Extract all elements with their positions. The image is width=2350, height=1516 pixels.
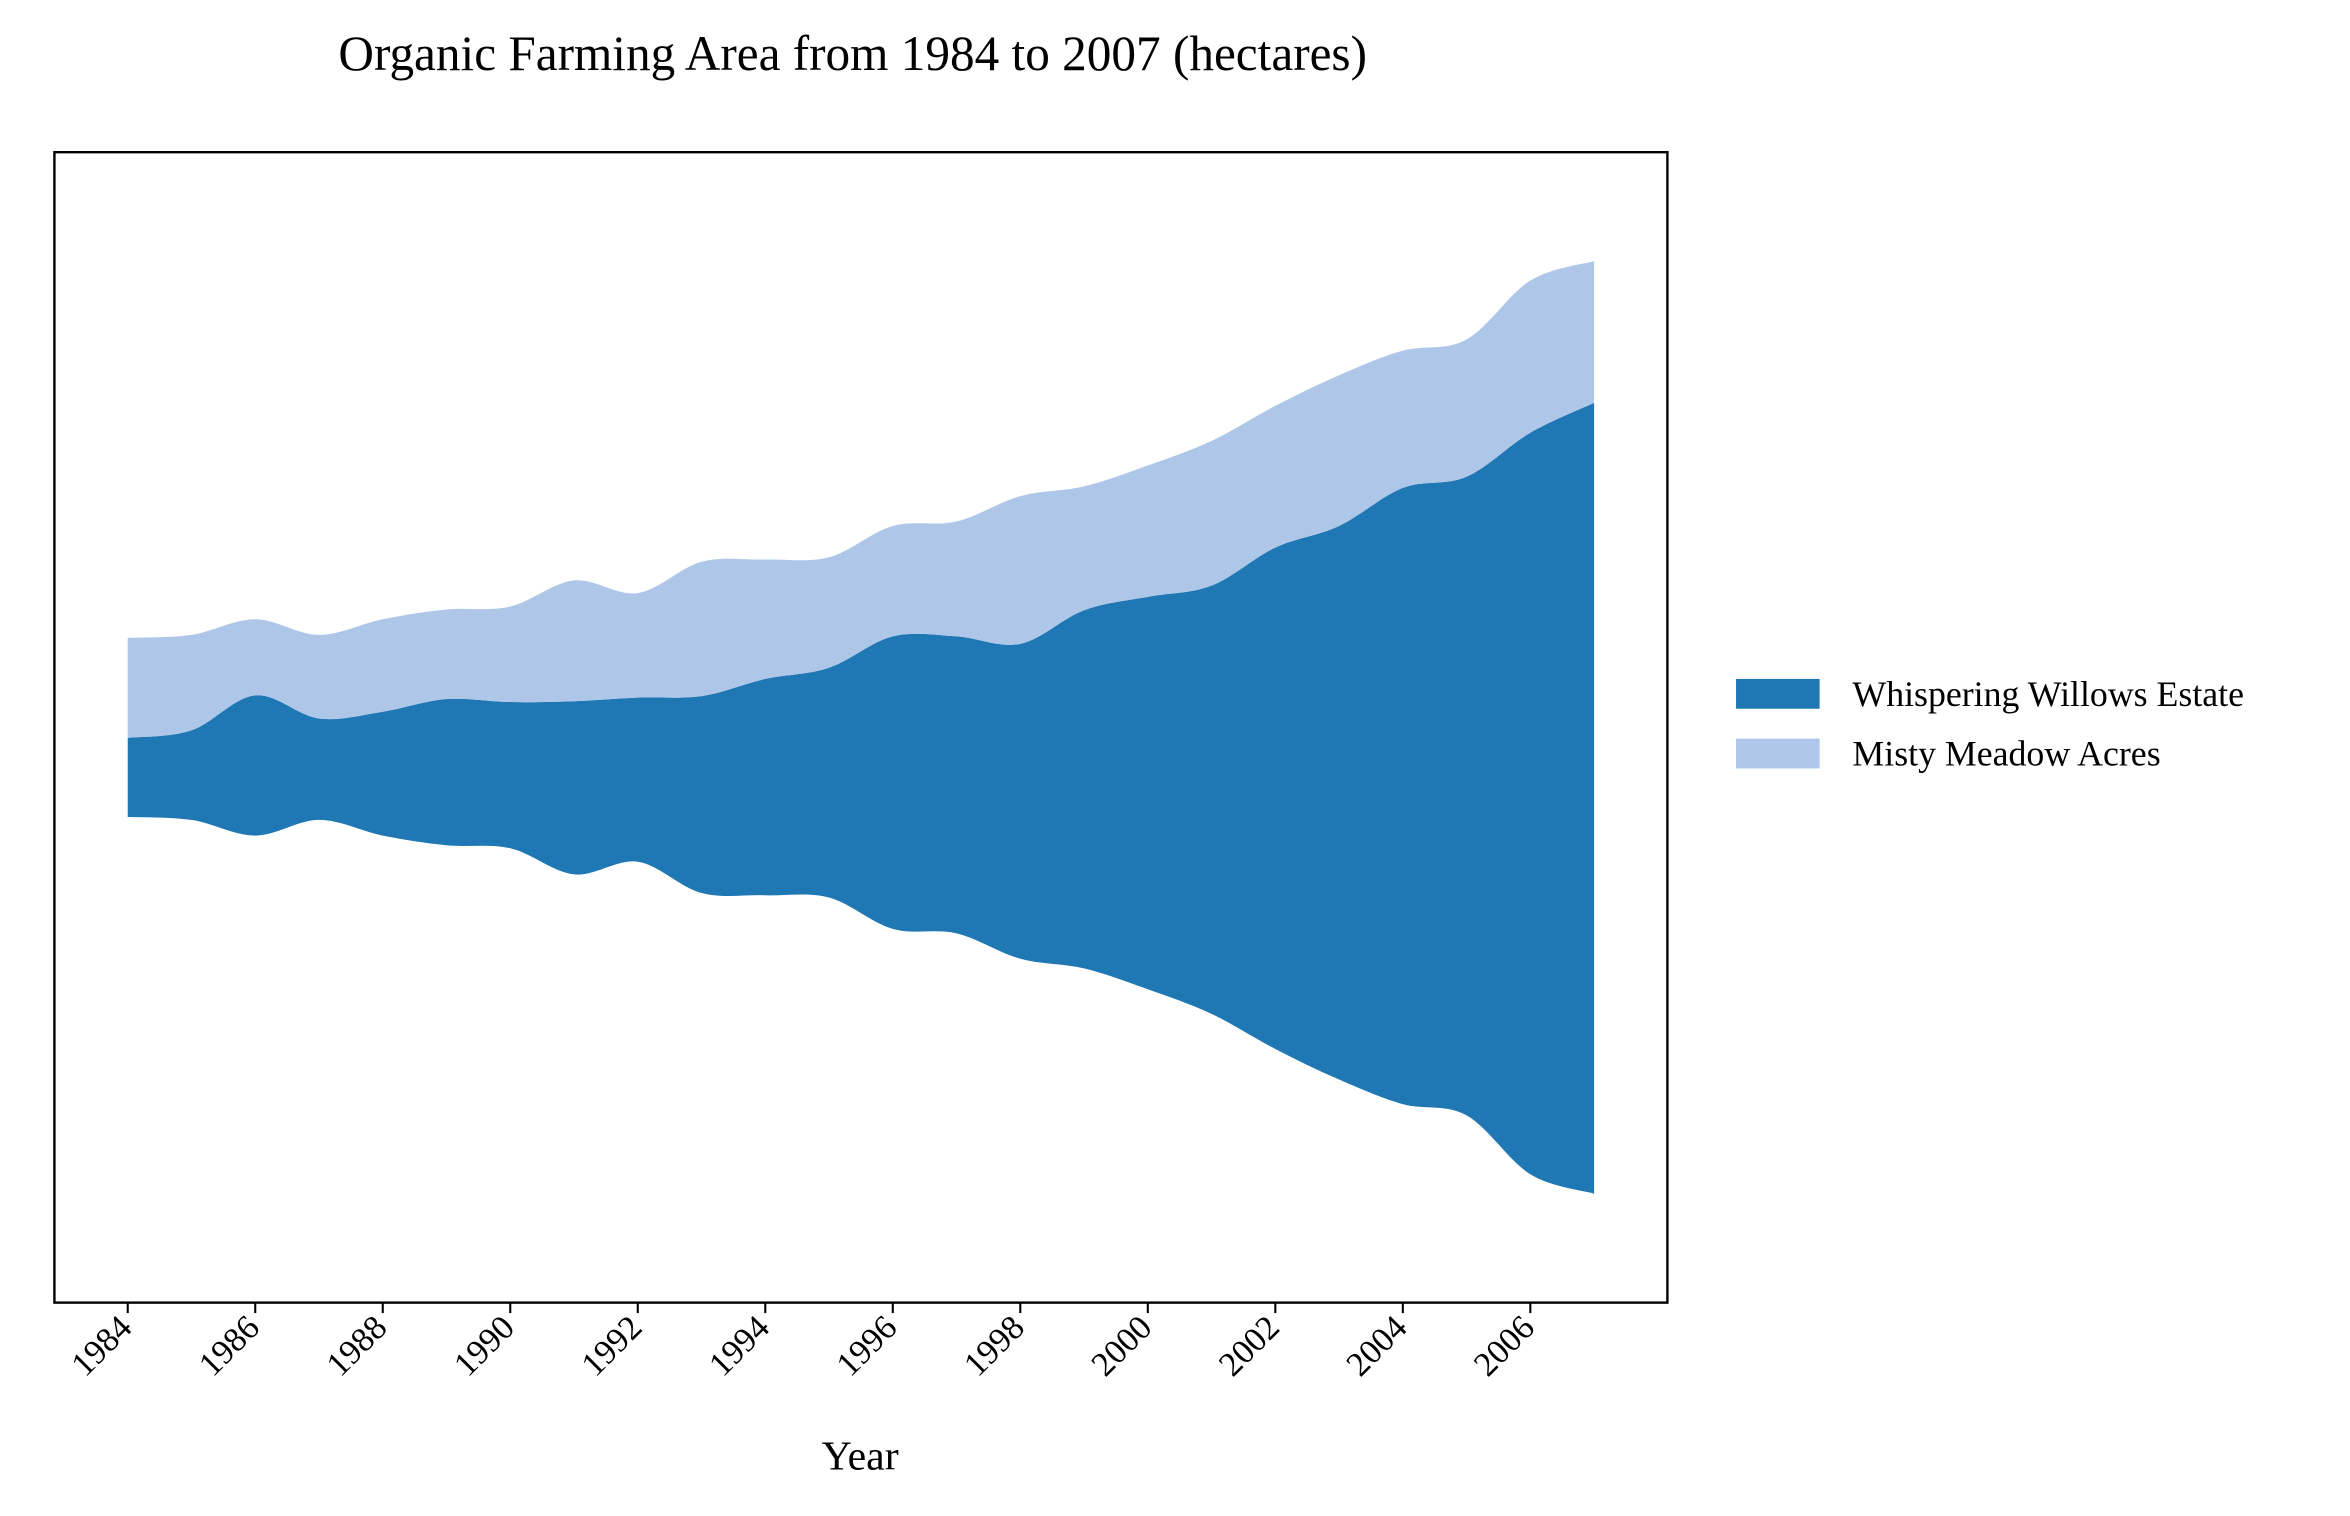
x-tick-label: 1996 <box>829 1308 904 1383</box>
stream-layer <box>127 402 1595 1194</box>
legend-label: Whispering Willows Estate <box>1852 674 2244 714</box>
x-tick-label: 1994 <box>702 1308 777 1383</box>
chart-title: Organic Farming Area from 1984 to 2007 (… <box>338 26 1367 81</box>
x-tick-label: 1990 <box>447 1308 522 1383</box>
x-tick-label: 1984 <box>64 1308 139 1383</box>
x-tick-label: 2000 <box>1084 1308 1159 1383</box>
x-tick-label: 2006 <box>1467 1308 1542 1383</box>
x-tick-label: 1986 <box>191 1308 266 1383</box>
x-tick-label: 1992 <box>574 1308 649 1383</box>
x-axis-label: Year <box>822 1434 899 1480</box>
legend-swatch <box>1736 678 1820 709</box>
plot-frame <box>53 151 1669 1304</box>
stream-layer <box>127 261 1595 738</box>
legend-swatch <box>1736 738 1820 769</box>
x-tick-label: 2004 <box>1339 1308 1414 1383</box>
x-tick-label: 1988 <box>319 1308 394 1383</box>
x-tick-label: 2002 <box>1212 1308 1287 1383</box>
x-tick-label: 1998 <box>957 1308 1032 1383</box>
legend-label: Misty Meadow Acres <box>1852 733 2160 773</box>
